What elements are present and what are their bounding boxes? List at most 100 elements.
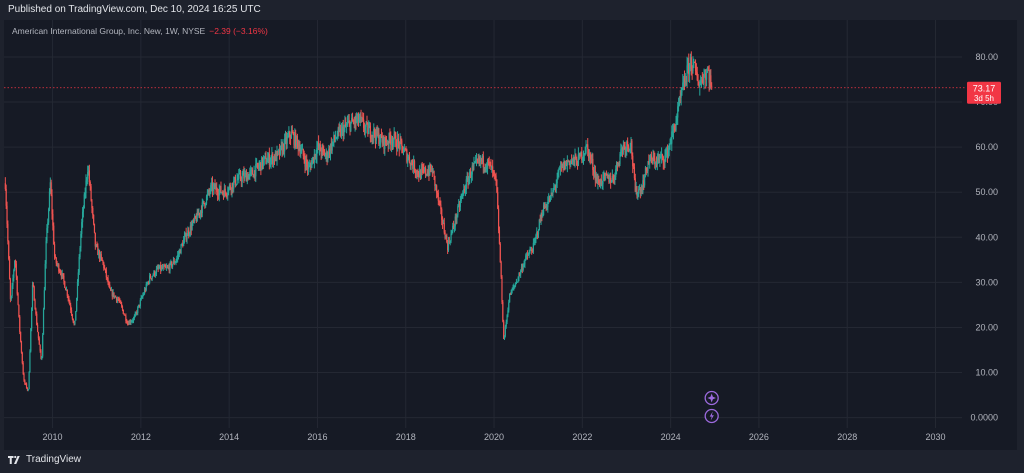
candle-body	[377, 132, 379, 135]
candle-body	[687, 63, 689, 66]
candle-body	[631, 141, 633, 156]
candle-body	[353, 121, 355, 125]
candle-body	[259, 162, 261, 165]
candle-body	[440, 204, 442, 210]
candle-body	[559, 168, 561, 170]
candle-body	[31, 284, 34, 308]
candle-body	[244, 173, 246, 179]
candle-body	[568, 160, 570, 162]
tradingview-brand[interactable]: TradingView	[8, 454, 81, 465]
candle-body	[346, 125, 348, 126]
y-tick-label: 60.00	[975, 142, 998, 152]
candle-body	[388, 133, 390, 145]
candle-body	[203, 201, 205, 204]
candle-body	[298, 147, 300, 150]
x-tick-label: 2010	[43, 432, 63, 442]
candle-body	[8, 258, 11, 280]
candle-body	[205, 196, 208, 204]
candle-body	[638, 189, 640, 194]
candle-body	[489, 161, 491, 163]
y-tick-label: 50.00	[975, 187, 998, 197]
candle-body	[646, 169, 648, 172]
candle-body	[307, 166, 310, 170]
candle-body	[297, 141, 299, 150]
candle-body	[472, 165, 474, 167]
candle-body	[407, 156, 410, 159]
candle-body	[223, 188, 225, 198]
candle-body	[554, 186, 557, 188]
candle-body	[430, 164, 432, 171]
candle-body	[635, 186, 637, 192]
candle-body	[680, 92, 682, 98]
candle-body	[241, 175, 243, 182]
candle-body	[384, 137, 386, 149]
gridlines	[4, 20, 962, 428]
candle-body	[672, 125, 675, 132]
candle-body	[84, 193, 86, 195]
candle-body	[93, 223, 96, 233]
candle-body	[653, 155, 655, 159]
candle-body	[333, 135, 335, 142]
candle-body	[583, 154, 585, 155]
star-event-icon[interactable]	[704, 390, 719, 406]
x-tick-label: 2018	[396, 432, 416, 442]
candle-body	[188, 233, 191, 235]
candle-body	[491, 166, 493, 170]
candle-body	[456, 215, 458, 220]
candle-body	[532, 242, 534, 252]
candle-body	[427, 171, 429, 176]
candle-body	[16, 276, 18, 294]
candle-body	[651, 159, 653, 164]
candle-body	[515, 281, 518, 285]
chart-area[interactable]	[4, 20, 1017, 450]
candle-body	[193, 220, 195, 221]
candle-body	[246, 175, 248, 182]
candle-body	[190, 225, 192, 230]
candle-body	[582, 154, 585, 159]
candle-body	[245, 172, 248, 182]
candle-body	[220, 186, 222, 193]
candle-body	[208, 190, 210, 193]
candle-body	[510, 290, 512, 295]
candle-body	[476, 159, 478, 161]
candle-body	[261, 157, 264, 167]
candle-body	[485, 168, 487, 170]
candle-body	[419, 170, 422, 179]
candle-body	[317, 142, 319, 148]
candle-body	[422, 168, 424, 170]
candle-body	[34, 300, 36, 310]
candle-body	[707, 70, 709, 71]
candle-body	[582, 158, 584, 161]
candle-body	[83, 194, 85, 209]
candle-body	[685, 81, 687, 83]
candle-body	[459, 200, 461, 207]
candle-body	[248, 174, 250, 180]
candle-body	[556, 179, 558, 184]
candle-body	[194, 216, 196, 221]
x-tick-label: 2014	[219, 432, 239, 442]
candle-body	[100, 254, 102, 258]
candle-body	[272, 154, 274, 164]
candle-body	[632, 155, 634, 167]
candle-body	[527, 255, 529, 257]
candle-body	[123, 313, 125, 315]
candle-body	[575, 154, 577, 159]
candle-body	[572, 157, 574, 160]
candle-body	[63, 275, 65, 282]
candle-body	[36, 324, 39, 332]
candle-body	[526, 254, 528, 256]
candle-body	[362, 118, 364, 120]
candle-body	[279, 145, 281, 155]
candle-body	[670, 143, 672, 145]
x-axis: 2010 2012 2014 2016 2018 2020 2022 2024 2026 2028…	[43, 432, 946, 442]
candle-body	[667, 148, 669, 158]
candle-body	[562, 163, 564, 170]
candle-body	[509, 293, 512, 295]
candle-body	[256, 163, 258, 165]
candle-body	[503, 321, 505, 339]
lightning-event-icon[interactable]	[704, 408, 719, 424]
candle-body	[602, 174, 604, 184]
candle-body	[314, 154, 316, 157]
candle-body	[142, 295, 144, 298]
